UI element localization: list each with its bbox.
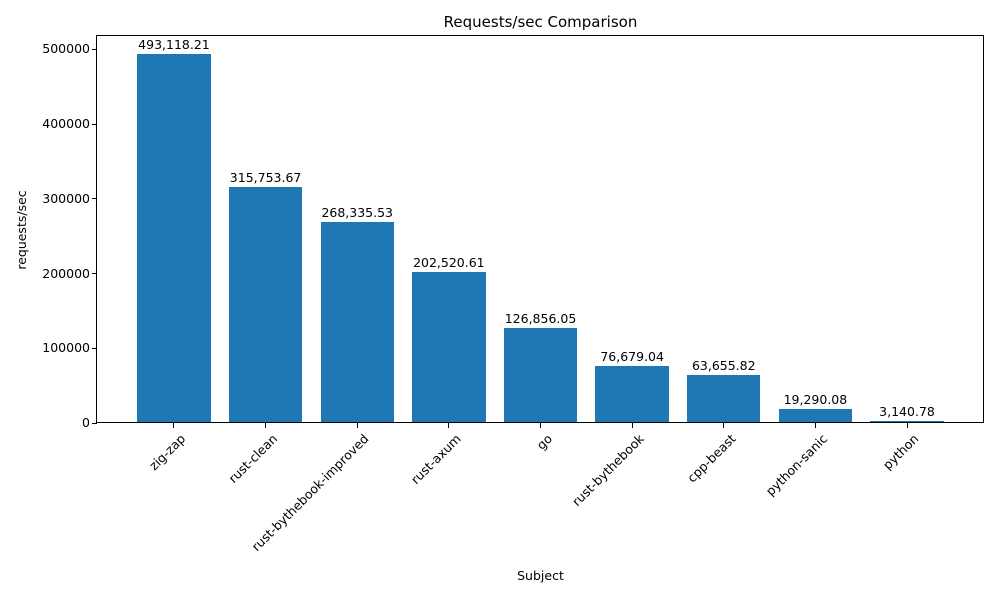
x-tick-mark [356,423,358,428]
x-tick-mark [173,423,175,428]
x-tick-label: go [533,431,556,453]
y-tick-mark [92,48,97,50]
bar-zig-zap [137,54,211,423]
y-tick-label: 0 [82,415,90,430]
x-tick-mark [540,423,541,428]
x-tick-label: rust-axum [407,431,464,487]
bar-rust-bythebook-improved [320,222,394,423]
y-tick-label: 100000 [42,340,90,356]
y-tick-label: 300000 [42,190,90,206]
x-tick-mark [906,423,908,428]
x-tick-label: rust-bythebook [568,431,647,510]
y-tick-mark [92,198,97,200]
bar-python [870,420,944,423]
bar-value-label: 3,140.78 [879,403,935,419]
x-tick-label: zig-zap [146,431,189,474]
x-tick-mark [448,423,450,428]
x-tick-label: cpp-beast [683,431,739,486]
y-tick-mark [92,347,97,349]
bar-value-label: 268,335.53 [321,205,394,221]
bar-value-label: 493,118.21 [138,37,210,53]
x-tick-mark [265,423,267,428]
chart-title: Requests/sec Comparison [443,13,638,31]
bar-rust-axum [412,271,486,423]
bar-value-label: 315,753.67 [229,169,302,185]
x-tick-mark [814,423,816,428]
x-tick-mark [631,423,633,428]
y-tick-mark [92,422,97,424]
y-tick-mark [92,123,97,125]
x-tick-label: python-sanic [762,431,831,499]
x-tick-mark [723,423,725,428]
bar-cpp-beast [687,375,761,423]
x-tick-label: python [880,431,922,473]
x-axis-label: Subject [517,568,564,583]
y-tick-label: 400000 [42,116,90,132]
bar-go [503,328,578,423]
x-tick-label: rust-clean [225,431,281,486]
y-tick-label: 200000 [42,265,90,281]
bar-python-sanic [778,408,853,423]
bar-rust-clean [228,186,303,423]
bar-value-label: 76,679.04 [600,348,664,364]
bar-value-label: 126,856.05 [504,311,577,327]
bar-value-label: 63,655.82 [691,358,756,374]
bar-value-label: 202,520.61 [413,254,485,270]
y-tick-label: 500000 [42,41,90,57]
y-tick-mark [92,273,97,274]
bar-value-label: 19,290.08 [783,391,848,407]
bar-rust-bythebook [595,365,669,423]
